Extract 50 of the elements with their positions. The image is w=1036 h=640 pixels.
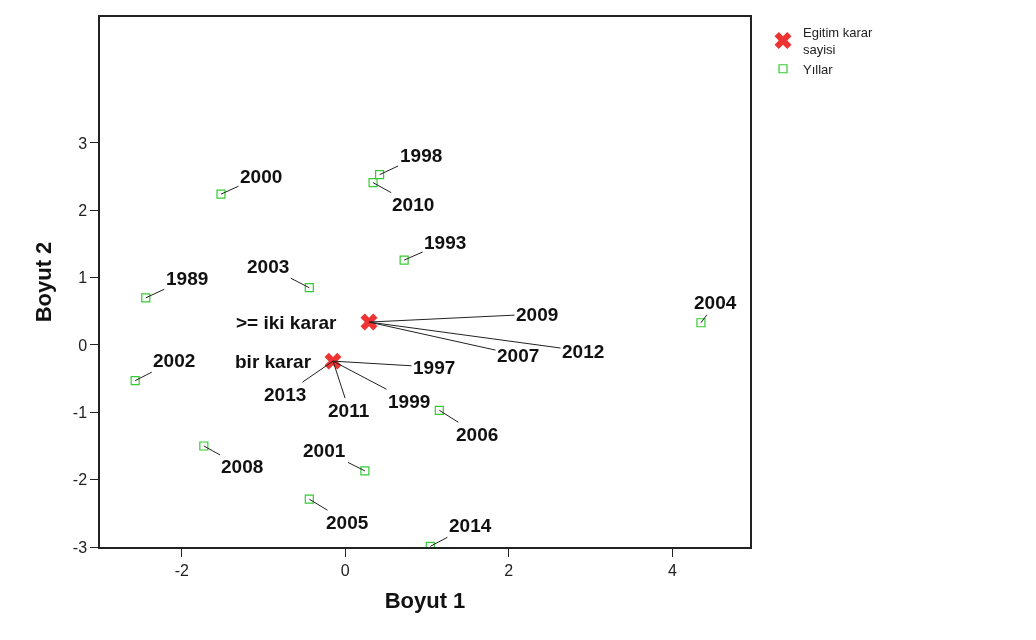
- annotation: 2002: [153, 350, 196, 371]
- point: [368, 178, 378, 188]
- annotation: 2001: [303, 440, 346, 461]
- x-tick-label: 0: [340, 561, 350, 579]
- annotation: 2012: [562, 341, 605, 362]
- annotation: 1997: [413, 357, 456, 378]
- y-tick-label: 1: [78, 269, 88, 287]
- legend-label: Yıllar: [803, 61, 834, 77]
- point: [216, 189, 226, 199]
- point: [141, 293, 151, 303]
- point: [199, 441, 209, 451]
- annotation: 2013: [264, 384, 307, 405]
- point: [696, 318, 706, 328]
- legend-label: Egitim karar sayisi: [803, 25, 874, 57]
- annotation: 2000: [240, 166, 283, 187]
- annotation: >= iki karar: [236, 312, 337, 333]
- x-axis-title: Boyut 1: [384, 588, 466, 614]
- annotation: 2008: [221, 456, 264, 477]
- annotation: 1989: [166, 268, 209, 289]
- annotation: 2011: [328, 400, 370, 421]
- x-tick-label: -2: [174, 561, 189, 579]
- point: [304, 494, 314, 504]
- annotation: 2003: [247, 256, 290, 277]
- x-tick-label: 2: [504, 561, 514, 579]
- annotation: bir karar: [235, 351, 312, 372]
- annotation: 2005: [326, 512, 369, 533]
- point: [399, 255, 409, 265]
- annotation: 2009: [516, 304, 559, 325]
- point: [434, 405, 444, 415]
- point: [360, 466, 370, 476]
- annotation: 2007: [497, 345, 540, 366]
- x-tick-label: 4: [667, 561, 677, 579]
- y-tick-label: 3: [78, 134, 88, 152]
- annotation: 1993: [424, 232, 467, 253]
- y-tick-label: 0: [78, 336, 88, 354]
- annotation: 2010: [392, 194, 435, 215]
- point: [360, 313, 378, 331]
- point: [304, 283, 314, 293]
- y-tick-label: 2: [78, 201, 88, 219]
- annotation: 2014: [449, 515, 492, 536]
- point: [130, 376, 140, 386]
- y-axis-title: Boyut 2: [31, 241, 57, 323]
- y-tick-label: -3: [72, 538, 88, 556]
- y-tick-label: -2: [72, 471, 88, 489]
- annotation: 2004: [694, 292, 737, 313]
- annotation: 1999: [388, 391, 431, 412]
- annotation: 1998: [400, 145, 443, 166]
- point: [375, 169, 385, 180]
- y-tick-label: -1: [72, 403, 88, 421]
- annotation: 2006: [456, 424, 499, 445]
